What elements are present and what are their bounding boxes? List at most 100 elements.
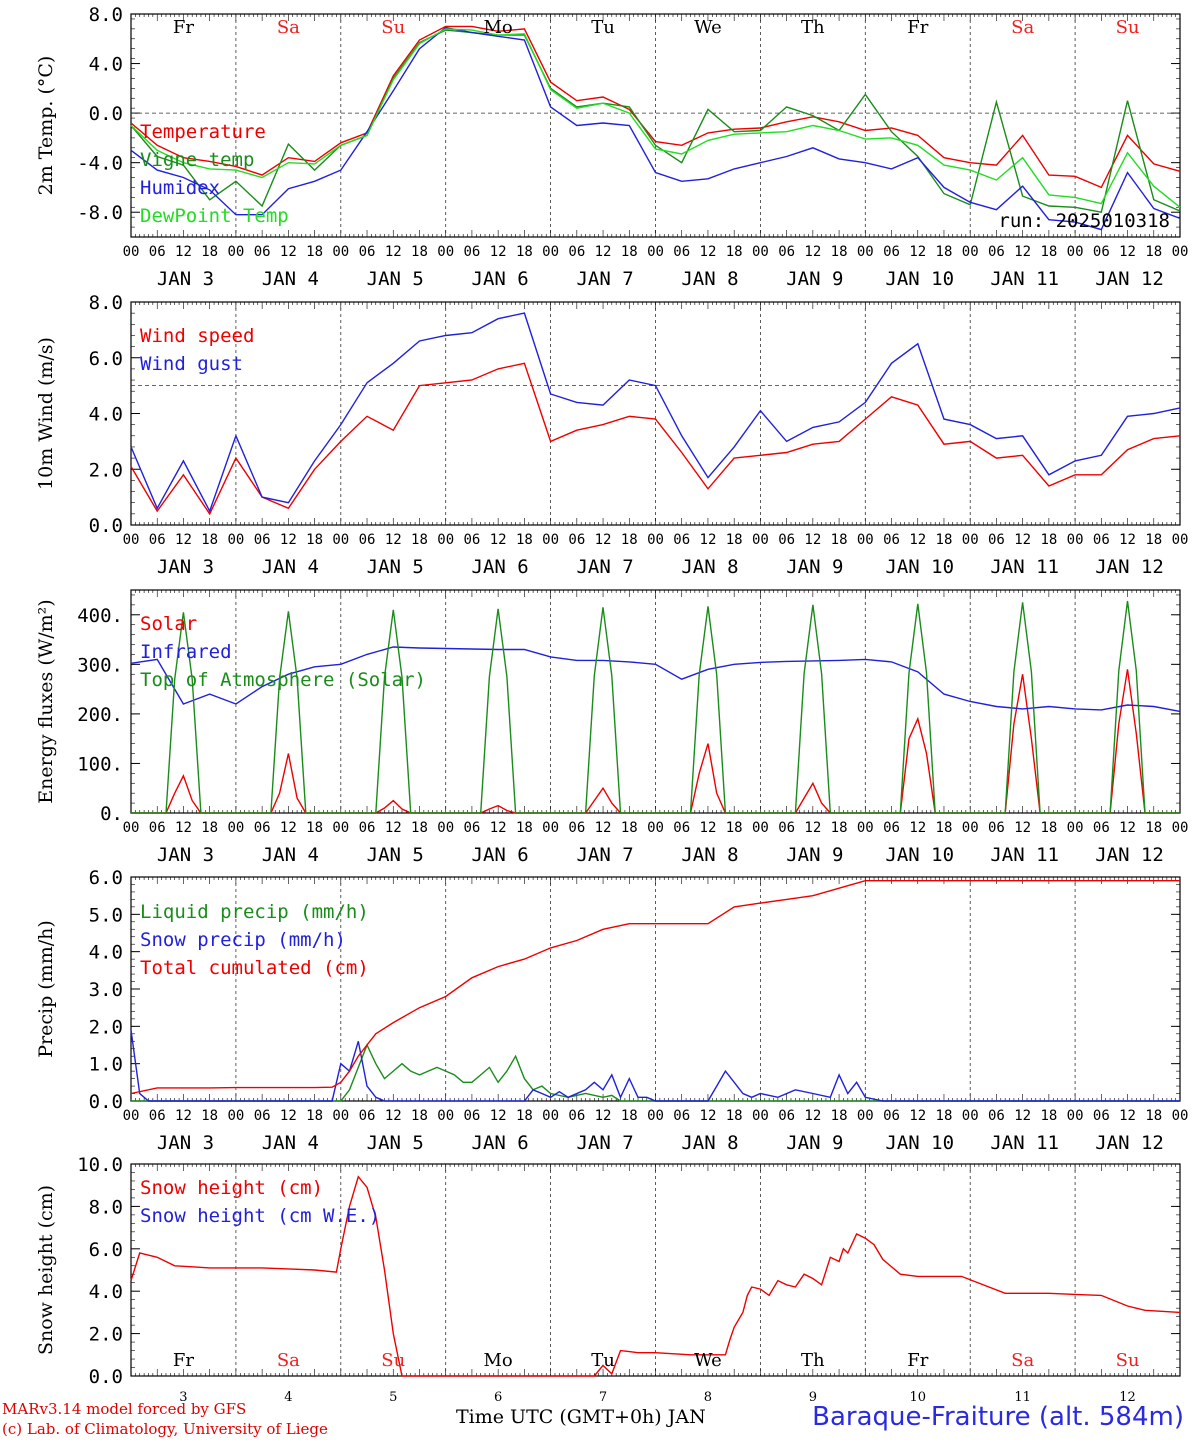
hour-tick-label: 00 — [647, 1108, 664, 1124]
weekday-label: Sa — [1011, 1350, 1034, 1371]
day-label: JAN 10 — [885, 556, 954, 578]
hour-tick-label: 12 — [1014, 532, 1031, 548]
y-tick-label: 0.0 — [89, 1366, 123, 1388]
legend-entry: Total cumulated (cm) — [140, 957, 369, 979]
hour-tick-label: 06 — [883, 820, 900, 836]
y-tick-label: 8.0 — [89, 1196, 123, 1218]
hour-tick-label: 12 — [804, 532, 821, 548]
hour-tick-label: 00 — [123, 1108, 140, 1124]
hour-tick-label: 18 — [831, 532, 848, 548]
legend-entry: Snow height (cm W.E.) — [140, 1205, 380, 1227]
hour-tick-label: 06 — [778, 532, 795, 548]
y-tick-label: 0.0 — [89, 515, 123, 537]
day-number-label: 10 — [909, 1390, 926, 1405]
hour-tick-label: 06 — [254, 244, 271, 260]
hour-tick-label: 06 — [778, 244, 795, 260]
weekday-label: Sa — [1011, 17, 1034, 38]
y-tick-label: 2.0 — [89, 1016, 123, 1038]
hour-tick-label: 12 — [909, 820, 926, 836]
series-line-snow-height-cm- — [130, 1175, 1181, 1377]
hour-tick-label: 12 — [1119, 1108, 1136, 1124]
hour-tick-label: 00 — [857, 244, 874, 260]
day-label: JAN 3 — [157, 268, 214, 290]
panel-wind — [130, 301, 1181, 526]
hour-tick-label: 06 — [778, 820, 795, 836]
day-label: JAN 4 — [262, 268, 319, 290]
hour-tick-label: 00 — [437, 244, 454, 260]
hour-tick-label: 12 — [595, 820, 612, 836]
hour-tick-label: 18 — [621, 244, 638, 260]
hour-tick-label: 00 — [542, 244, 559, 260]
hour-tick-label: 06 — [673, 1108, 690, 1124]
hour-tick-label: 18 — [936, 532, 953, 548]
hour-tick-label: 12 — [700, 820, 717, 836]
hour-tick-label: 00 — [962, 1108, 979, 1124]
hour-tick-label: 12 — [175, 1108, 192, 1124]
hour-tick-label: 00 — [647, 532, 664, 548]
hour-tick-label: 00 — [123, 820, 140, 836]
hour-tick-label: 12 — [700, 532, 717, 548]
day-label: JAN 6 — [472, 844, 529, 866]
hour-tick-label: 18 — [201, 1108, 218, 1124]
day-label: JAN 12 — [1095, 1132, 1164, 1154]
weekday-label: We — [694, 1350, 722, 1371]
y-tick-label: 5.0 — [89, 904, 123, 926]
hour-tick-label: 00 — [1067, 1108, 1084, 1124]
y-axis-title: 10m Wind (m/s) — [35, 337, 57, 490]
day-label: JAN 10 — [885, 844, 954, 866]
weekday-label: Fr — [173, 17, 194, 38]
hour-tick-label: 00 — [542, 820, 559, 836]
hour-tick-label: 18 — [516, 820, 533, 836]
hour-tick-label: 06 — [988, 820, 1005, 836]
hour-tick-label: 00 — [332, 1108, 349, 1124]
y-tick-label: 10.0 — [77, 1154, 123, 1176]
hour-tick-label: 06 — [359, 532, 376, 548]
hour-tick-label: 18 — [621, 532, 638, 548]
hour-tick-label: 18 — [621, 820, 638, 836]
y-tick-label: 0.0 — [89, 103, 123, 125]
day-label: JAN 11 — [990, 844, 1059, 866]
weekday-label: Sa — [277, 17, 300, 38]
hour-tick-label: 06 — [988, 1108, 1005, 1124]
panel-temp — [130, 13, 1181, 238]
hour-tick-label: 12 — [175, 532, 192, 548]
hour-tick-label: 12 — [700, 244, 717, 260]
series-line-humidex — [130, 26, 1181, 231]
y-tick-label: 4.0 — [89, 404, 123, 426]
hour-tick-label: 18 — [201, 532, 218, 548]
run-label: run: 2025010318 — [998, 210, 1170, 232]
series-line-wind-gust — [130, 312, 1181, 513]
hour-tick-label: 06 — [463, 820, 480, 836]
hour-tick-label: 06 — [149, 244, 166, 260]
hour-tick-label: 06 — [568, 244, 585, 260]
day-label: JAN 5 — [367, 844, 424, 866]
hour-tick-label: 06 — [254, 820, 271, 836]
panel-frame — [130, 301, 1181, 526]
weekday-label: Fr — [907, 1350, 928, 1371]
hour-tick-label: 06 — [568, 1108, 585, 1124]
day-label: JAN 3 — [157, 844, 214, 866]
weekday-label: Tu — [591, 1350, 615, 1371]
weekday-label: Su — [1116, 17, 1140, 38]
panel-frame — [130, 13, 1181, 238]
hour-tick-label: 12 — [175, 820, 192, 836]
hour-tick-label: 00 — [542, 532, 559, 548]
hour-tick-label: 18 — [306, 532, 323, 548]
hour-tick-label: 12 — [385, 532, 402, 548]
hour-tick-label: 12 — [490, 244, 507, 260]
day-label: JAN 12 — [1095, 268, 1164, 290]
hour-tick-label: 12 — [1014, 1108, 1031, 1124]
y-tick-label: 100. — [77, 753, 123, 775]
hour-tick-label: 06 — [673, 532, 690, 548]
hour-tick-label: 18 — [936, 1108, 953, 1124]
hour-tick-label: 00 — [227, 820, 244, 836]
weekday-label: Mo — [484, 1350, 513, 1371]
hour-tick-label: 18 — [726, 1108, 743, 1124]
y-axis-title: Energy fluxes (W/m²) — [35, 599, 57, 803]
y-tick-label: -4.0 — [77, 153, 123, 175]
hour-tick-label: 00 — [1067, 532, 1084, 548]
hour-tick-label: 00 — [123, 244, 140, 260]
day-label: JAN 7 — [576, 1132, 633, 1154]
series-line-top-of-atmosphere-solar- — [131, 600, 1180, 814]
legend-entry: Infrared — [140, 641, 232, 663]
